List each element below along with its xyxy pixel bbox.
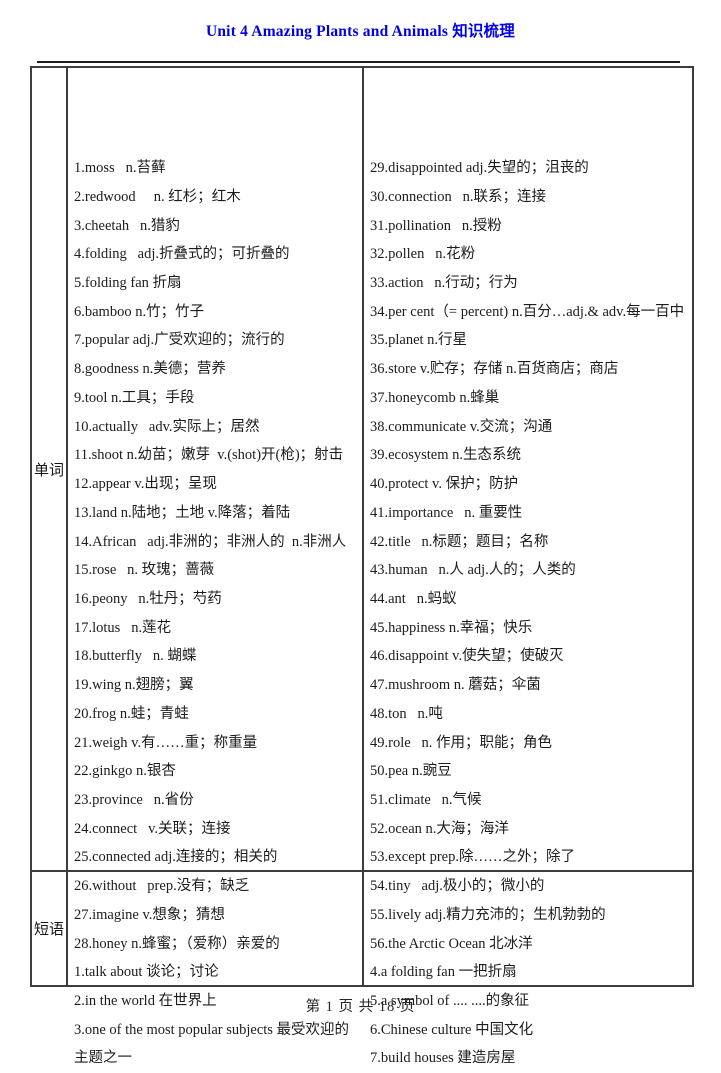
word-entry: 21.weigh v.有……重；称重量 [74, 734, 258, 751]
page-footer: 第 1 页 共 18 页 [305, 999, 416, 1015]
word-entry: 51.climate n.气候 [370, 791, 482, 808]
word-entry: 2.redwood n. 红杉；红木 [74, 188, 241, 205]
word-entry: 49.role n. 作用；职能；角色 [370, 734, 553, 751]
word-entry: 48.ton n.吨 [370, 705, 443, 722]
word-entry: 35.planet n.行星 [370, 332, 468, 349]
word-entry: 26.without prep.没有；缺乏 [74, 878, 250, 895]
word-entry: 7.popular adj.广受欢迎的；流行的 [74, 332, 285, 349]
word-entry: 53.except prep.除……之外；除了 [370, 849, 575, 866]
word-entry: 41.importance n. 重要性 [370, 504, 523, 521]
word-entry: 47.mushroom n. 蘑菇；伞菌 [370, 677, 541, 694]
word-entry: 13.land n.陆地；土地 v.降落；着陆 [74, 504, 291, 521]
word-entry: 4.folding adj.折叠式的；可折叠的 [74, 246, 290, 263]
word-entry: 27.imagine v.想象；猜想 [74, 906, 225, 923]
word-entry: 11.shoot n.幼苗；嫩芽 v.(shot)开(枪)；射击 [74, 447, 344, 464]
word-entry: 6.bamboo n.竹；竹子 [74, 303, 205, 320]
phrase-entry: 4.a folding fan 一把折扇 [370, 964, 517, 981]
vocab-table: 单词 1.moss n.苔藓 2.redwood n. 红杉；红木 3.cheeta… [30, 66, 694, 1066]
section-label-phrases: 短语 [32, 872, 68, 985]
word-entry: 42.title n.标题；题目；名称 [370, 533, 549, 550]
word-entry: 17.lotus n.莲花 [74, 619, 172, 636]
word-entry: 23.province n.省份 [74, 791, 194, 808]
word-entry: 31.pollination n.授粉 [370, 217, 502, 234]
phrases-left-column: 1.talk about 谈论；讨论 2.in the world 在世界上 3.o… [68, 872, 364, 1066]
word-entry: 50.pea n.豌豆 [370, 763, 452, 780]
phrase-entry: 6.Chinese culture 中国文化 [370, 1021, 534, 1038]
word-entry: 25.connected adj.连接的；相关的 [74, 849, 278, 866]
words-label: 单词 [33, 462, 64, 479]
word-entry: 22.ginkgo n.银杏 [74, 763, 176, 780]
page-title: Unit 4 Amazing Plants and Animals 知识梳理 [205, 23, 516, 40]
words-left-column: 1.moss n.苔藓 2.redwood n. 红杉；红木 3.cheetah n… [68, 68, 364, 952]
word-entry: 52.ocean n.大海；海洋 [370, 820, 509, 837]
word-entry: 1.moss n.苔藓 [74, 160, 166, 177]
title-underline [37, 61, 680, 63]
word-entry: 14.African adj.非洲的；非洲人的 n.非洲人 [74, 533, 347, 550]
word-entry: 34.per cent（= percent) n.百分…adj.& adv.每一… [370, 303, 685, 320]
word-entry: 37.honeycomb n.蜂巢 [370, 389, 500, 406]
word-entry: 19.wing n.翅膀；翼 [74, 677, 194, 694]
phrase-entry: 1.talk about 谈论；讨论 [74, 964, 219, 981]
phrases-label: 短语 [33, 922, 64, 938]
word-entry: 56.the Arctic Ocean 北冰洋 [370, 935, 533, 952]
word-entry: 44.ant n.蚂蚁 [370, 590, 457, 607]
word-entry: 36.store v.贮存；存储 n.百货商店；商店 [370, 361, 619, 378]
word-entry: 46.disappoint v.使失望；使破灭 [370, 648, 564, 665]
word-entry: 24.connect v.关联；连接 [74, 820, 231, 837]
phrases-section: 短语 1.talk about 谈论；讨论 2.in the world 在世界上… [32, 870, 692, 1066]
section-label-words: 单词 [32, 68, 68, 870]
word-entry: 8.goodness n.美德；营养 [74, 361, 226, 378]
word-entry: 5.folding fan 折扇 [74, 275, 182, 292]
phrase-entry: 7.build houses 建造房屋 [370, 1050, 516, 1067]
words-right-column: 29.disappointed adj.失望的；沮丧的 30.connection… [364, 68, 692, 951]
word-entry: 54.tiny adj.极小的；微小的 [370, 878, 545, 895]
word-entry: 16.peony n.牡丹；芍药 [74, 590, 222, 607]
word-entry: 39.ecosystem n.生态系统 [370, 447, 522, 464]
word-entry: 43.human n.人 adj.人的；人类的 [370, 562, 576, 579]
phrase-entry: 3.one of the most popular subjects 最受欢迎的… [74, 1021, 350, 1067]
word-entry: 29.disappointed adj.失望的；沮丧的 [370, 160, 589, 177]
word-entry: 15.rose n. 玫瑰；蔷薇 [74, 562, 215, 579]
word-entry: 45.happiness n.幸福；快乐 [370, 619, 533, 636]
word-entry: 10.actually adv.实际上；居然 [74, 418, 260, 435]
word-entry: 28.honey n.蜂蜜；（爱称）亲爱的 [74, 935, 280, 952]
word-entry: 40.protect v. 保护；防护 [370, 476, 519, 493]
word-entry: 38.communicate v.交流；沟通 [370, 418, 553, 435]
word-entry: 18.butterfly n. 蝴蝶 [74, 648, 197, 665]
word-entry: 12.appear v.出现；呈现 [74, 476, 217, 493]
phrase-entry: 5.a symbol of .... ....的象征 [370, 992, 530, 1009]
phrase-entry: 2.in the world 在世界上 [74, 992, 217, 1009]
phrases-right-column: 4.a folding fan 一把折扇 5.a symbol of .... .… [364, 872, 692, 1066]
word-entry: 3.cheetah n.猎豹 [74, 217, 180, 234]
word-entry: 9.tool n.工具；手段 [74, 389, 195, 406]
word-entry: 20.frog n.蛙；青蛙 [74, 705, 189, 722]
words-section: 单词 1.moss n.苔藓 2.redwood n. 红杉；红木 3.cheeta… [32, 68, 692, 952]
word-entry: 30.connection n.联系；连接 [370, 188, 546, 205]
word-entry: 33.action n.行动；行为 [370, 275, 518, 292]
word-entry: 32.pollen n.花粉 [370, 246, 476, 263]
word-entry: 55.lively adj.精力充沛的；生机勃勃的 [370, 906, 606, 923]
